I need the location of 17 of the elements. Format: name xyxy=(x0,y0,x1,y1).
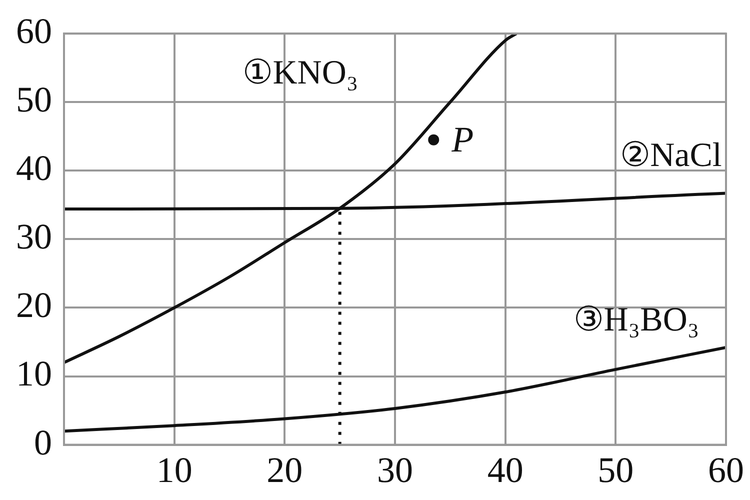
x-tick-label: 60 xyxy=(708,450,744,490)
series-label: ③H₃BO₃ xyxy=(574,301,700,338)
y-tick-label: 10 xyxy=(16,354,52,394)
series-label: ②NaCl xyxy=(620,136,722,174)
y-tick-label: 60 xyxy=(16,11,52,52)
x-tick-label: 10 xyxy=(156,450,192,490)
y-tick-label: 30 xyxy=(16,216,52,257)
x-tick-label: 30 xyxy=(377,450,413,490)
y-tick-label: 20 xyxy=(16,285,52,326)
text: ①KNO₃ xyxy=(242,54,358,92)
y-tick-label: 40 xyxy=(16,148,52,188)
x-tick-label: 20 xyxy=(266,450,303,490)
y-tick-label: 0 xyxy=(34,422,52,462)
y-tick-label: 50 xyxy=(16,80,52,120)
series-label: P xyxy=(450,119,474,160)
x-tick-label: 50 xyxy=(598,450,634,490)
x-tick-label: 40 xyxy=(487,450,524,490)
